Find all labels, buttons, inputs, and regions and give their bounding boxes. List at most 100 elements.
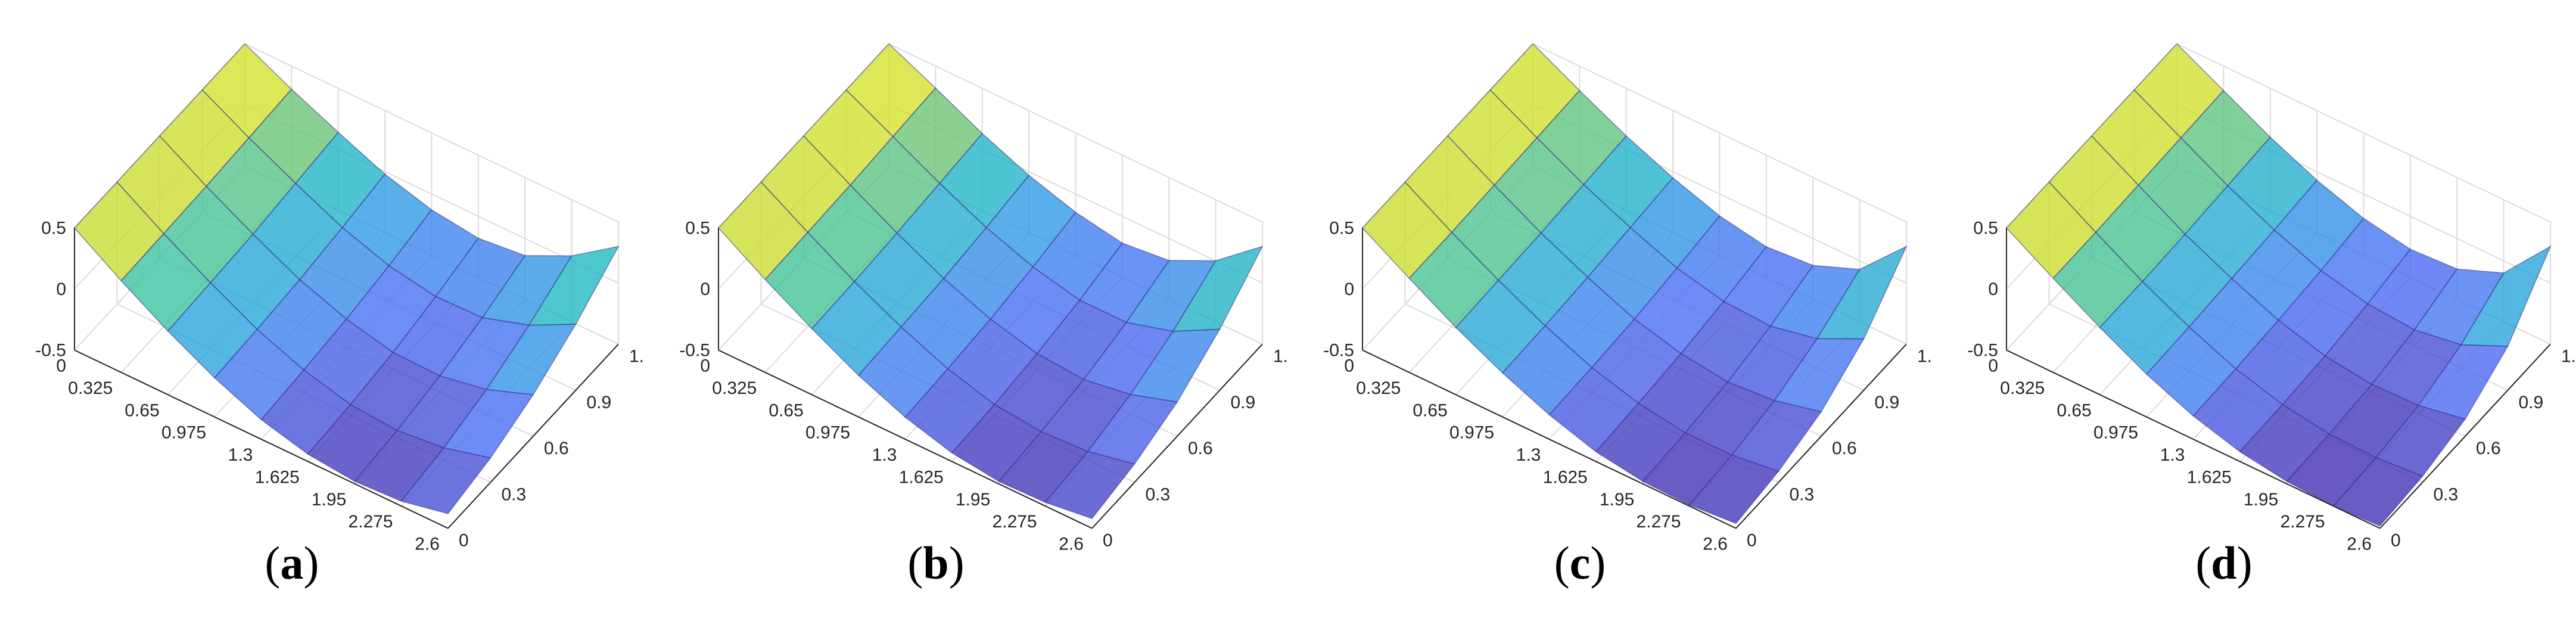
axis-lines <box>718 228 1263 529</box>
y-tick-label: 0.9 <box>587 393 612 412</box>
x-axis-line <box>718 349 1093 529</box>
surface <box>1361 43 1908 524</box>
y-tick-label: 1.2 <box>1273 347 1288 367</box>
z-tick-label: 0 <box>56 280 66 299</box>
surface-facet <box>528 246 620 326</box>
panel-caption-d: (d) <box>2195 537 2253 589</box>
x-tick-label: 0.65 <box>1413 400 1447 420</box>
y-tick-label: 0.9 <box>2519 393 2544 412</box>
x-tick-label: 2.275 <box>349 512 393 532</box>
z-tick-label: 0.5 <box>685 219 710 238</box>
x-tick-label: 0.65 <box>769 400 803 420</box>
x-tick-label: 1.95 <box>312 490 346 510</box>
surface-facet <box>2460 245 2552 347</box>
y-tick-label: 0.6 <box>1188 439 1213 458</box>
y-tick-label: 0.3 <box>1146 485 1171 504</box>
panel-label-c: c <box>1569 537 1591 589</box>
x-axis-line <box>1362 349 1737 529</box>
x-tick-label: 1.95 <box>956 490 990 510</box>
panel-label-a: a <box>280 537 304 589</box>
x-tick-label: 2.275 <box>2281 512 2325 532</box>
x-tick-label: 0.975 <box>161 423 206 443</box>
surface <box>717 43 1264 520</box>
x-tick-label: 0 <box>700 356 710 376</box>
x-tick-label: 2.275 <box>1637 512 1681 532</box>
x-tick-label: 0 <box>1988 356 1998 376</box>
surface-panel-a: -0.5 0 0.5 0 0.325 0.65 0.975 1.3 1.625 1.95 2.275… <box>0 0 644 618</box>
surface <box>73 43 620 514</box>
z-tick-label: 0 <box>700 280 710 299</box>
panel-caption-c: (c) <box>1554 537 1606 589</box>
y-axis-line <box>447 343 619 529</box>
surface-plot-a: -0.500.500.3250.650.9751.31.6251.952.275… <box>35 43 644 554</box>
y-tick-label: 0.3 <box>1790 485 1815 504</box>
z-tick-label: 0 <box>1344 280 1354 299</box>
surface-plot-b: -0.500.500.3250.650.9751.31.6251.952.275… <box>679 43 1288 554</box>
y-tick-label: 1.2 <box>2561 347 2576 367</box>
x-tick-label: 0.65 <box>125 400 159 420</box>
x-tick-label: 1.625 <box>899 467 944 487</box>
x-tick-label: 1.95 <box>1600 490 1634 510</box>
grid-line <box>1532 43 1907 223</box>
y-tick-label: 1.2 <box>629 347 644 367</box>
x-tick-label: 0.325 <box>68 378 113 398</box>
z-tick-label: 0.5 <box>1973 219 1998 238</box>
y-tick-label: 0 <box>1103 531 1113 551</box>
grid-line <box>888 43 1263 223</box>
y-axis-line <box>1735 343 1907 529</box>
surface <box>2005 43 2552 527</box>
y-tick-label: 0.6 <box>1832 439 1857 458</box>
x-tick-label: 0.975 <box>805 423 850 443</box>
panel-label-d: d <box>2211 537 2237 589</box>
y-tick-label: 0 <box>1747 531 1757 551</box>
grid-line <box>2176 43 2551 223</box>
x-tick-label: 0.975 <box>1449 423 1494 443</box>
y-tick-label: 0.9 <box>1875 393 1900 412</box>
x-tick-label: 0.975 <box>2093 423 2138 443</box>
x-axis-line <box>74 349 449 529</box>
tick-labels: -0.500.500.3250.650.9751.31.6251.952.275… <box>35 219 644 554</box>
surface-plot-c: -0.500.500.3250.650.9751.31.6251.952.275… <box>1323 43 1932 554</box>
axis-lines <box>1362 228 1907 529</box>
x-tick-label: 2.6 <box>2347 535 2372 554</box>
y-axis-line <box>1091 343 1263 529</box>
x-tick-label: 2.6 <box>1703 535 1728 554</box>
axis-lines <box>74 228 619 529</box>
y-tick-label: 0 <box>2391 531 2401 551</box>
x-tick-label: 0.325 <box>1356 378 1401 398</box>
surface-plot-d: -0.500.500.3250.650.9751.31.6251.952.275… <box>1967 43 2576 554</box>
z-tick-label: 0.5 <box>41 219 66 238</box>
x-tick-label: 0 <box>1344 356 1354 376</box>
tick-labels: -0.500.500.3250.650.9751.31.6251.952.275… <box>1323 219 1932 554</box>
y-tick-label: 0 <box>459 531 469 551</box>
x-tick-label: 1.625 <box>2187 467 2232 487</box>
surface-panel-c: -0.5 0 0.5 0 0.325 0.65 0.975 1.3 1.625 1.95 2.275… <box>1288 0 1932 618</box>
y-tick-label: 0.6 <box>2476 439 2501 458</box>
z-tick-label: -0.5 <box>1967 341 1998 361</box>
surface-panel-b: -0.5 0 0.5 0 0.325 0.65 0.975 1.3 1.625 1.95 2.275… <box>644 0 1288 618</box>
x-tick-label: 1.95 <box>2244 490 2278 510</box>
x-axis-line <box>2006 349 2381 529</box>
x-tick-label: 1.625 <box>1543 467 1588 487</box>
grid-line <box>244 43 619 223</box>
tick-labels: -0.500.500.3250.650.9751.31.6251.952.275… <box>679 219 1288 554</box>
surface-facet <box>1816 245 1908 340</box>
y-tick-label: 0.6 <box>544 439 569 458</box>
y-tick-label: 0.3 <box>502 485 527 504</box>
axis-lines <box>2006 228 2551 529</box>
x-tick-label: 0.325 <box>712 378 757 398</box>
z-tick-label: -0.5 <box>1323 341 1354 361</box>
x-tick-label: 0 <box>56 356 66 376</box>
z-tick-label: -0.5 <box>679 341 710 361</box>
surface-panel-d: -0.5 0 0.5 0 0.325 0.65 0.975 1.3 1.625 1.95 2.275… <box>1932 0 2576 618</box>
x-tick-label: 1.625 <box>255 467 300 487</box>
panel-caption-b: (b) <box>907 537 965 589</box>
x-tick-label: 2.6 <box>1059 535 1084 554</box>
x-tick-label: 1.3 <box>872 445 897 465</box>
x-tick-label: 2.275 <box>993 512 1037 532</box>
z-tick-label: 0 <box>1988 280 1998 299</box>
tick-labels: -0.500.500.3250.650.9751.31.6251.952.275… <box>1967 219 2576 554</box>
z-tick-label: 0.5 <box>1329 219 1354 238</box>
surface-facet <box>1172 246 1264 332</box>
y-tick-label: 0.3 <box>2434 485 2459 504</box>
